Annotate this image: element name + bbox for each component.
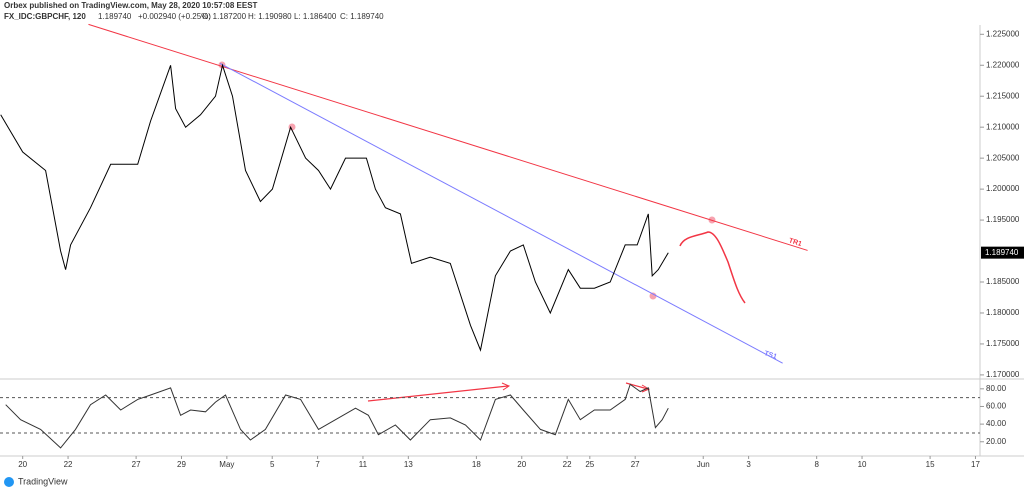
divergence-arrow: [625, 382, 649, 390]
high: H: 1.190980: [248, 12, 292, 21]
y-tick-label: 1.220000: [986, 60, 1020, 69]
trendline-label: TR1: [788, 237, 803, 248]
x-tick-label: 5: [270, 460, 275, 469]
x-tick-label: 27: [132, 460, 141, 469]
y-tick-label: 1.195000: [986, 215, 1020, 224]
x-tick-label: 13: [404, 460, 413, 469]
projection-curve: [679, 231, 746, 304]
y-tick-label: 1.215000: [986, 91, 1020, 100]
brand: TradingView: [18, 476, 68, 486]
y-tick-label: 1.180000: [986, 308, 1020, 317]
symbol: FX_IDC:GBPCHF, 120: [4, 12, 86, 21]
y-tick-label: 1.170000: [986, 370, 1020, 379]
x-tick-label: 15: [926, 460, 935, 469]
y-tick-label: 20.00: [986, 437, 1007, 446]
x-tick-label: 3: [746, 460, 751, 469]
y-tick-label: 1.185000: [986, 277, 1020, 286]
y-tick-label: 1.175000: [986, 339, 1020, 348]
x-tick-label: 10: [858, 460, 867, 469]
x-tick-label: 25: [585, 460, 594, 469]
x-tick-label: 27: [631, 460, 640, 469]
price-line: [0, 63, 669, 352]
x-tick-label: 7: [315, 460, 320, 469]
y-tick-label: 1.205000: [986, 153, 1020, 162]
x-tick-label: 17: [971, 460, 980, 469]
price-line: [5, 383, 669, 449]
x-tick-label: 22: [563, 460, 572, 469]
x-tick-label: 8: [814, 460, 819, 469]
trendline-label: TS1: [763, 350, 777, 361]
close: C: 1.189740: [340, 12, 384, 21]
change: +0.002940 (+0.25%): [138, 12, 211, 21]
last-price-label: 1.189740: [985, 248, 1019, 257]
low: L: 1.186400: [294, 12, 337, 21]
arrow-head: [501, 382, 511, 391]
x-tick-label: 18: [472, 460, 481, 469]
trendline: [219, 62, 783, 364]
divergence-arrow: [367, 385, 509, 402]
y-tick-label: 60.00: [986, 402, 1007, 411]
x-tick-label: May: [219, 460, 234, 469]
x-tick-label: 20: [517, 460, 526, 469]
logo: TradingView: [4, 476, 68, 487]
y-tick-label: 40.00: [986, 419, 1007, 428]
y-tick-label: 1.210000: [986, 122, 1020, 131]
last-price-box: [981, 246, 1024, 259]
logo-icon: [4, 477, 14, 487]
y-tick-label: 1.225000: [986, 29, 1020, 38]
y-tick-label: 80.00: [986, 384, 1007, 393]
x-tick-label: 22: [64, 460, 73, 469]
touch-point: [649, 292, 657, 300]
price: 1.189740: [98, 12, 132, 21]
x-tick-label: Jun: [697, 460, 710, 469]
trendline: [88, 23, 808, 251]
x-tick-label: 29: [177, 460, 186, 469]
x-tick-label: 20: [18, 460, 27, 469]
publisher: Orbex published on TradingView.com, May …: [4, 1, 258, 10]
x-tick-label: 11: [359, 460, 368, 469]
y-tick-label: 1.200000: [986, 184, 1020, 193]
open: O: 1.187200: [202, 12, 247, 21]
